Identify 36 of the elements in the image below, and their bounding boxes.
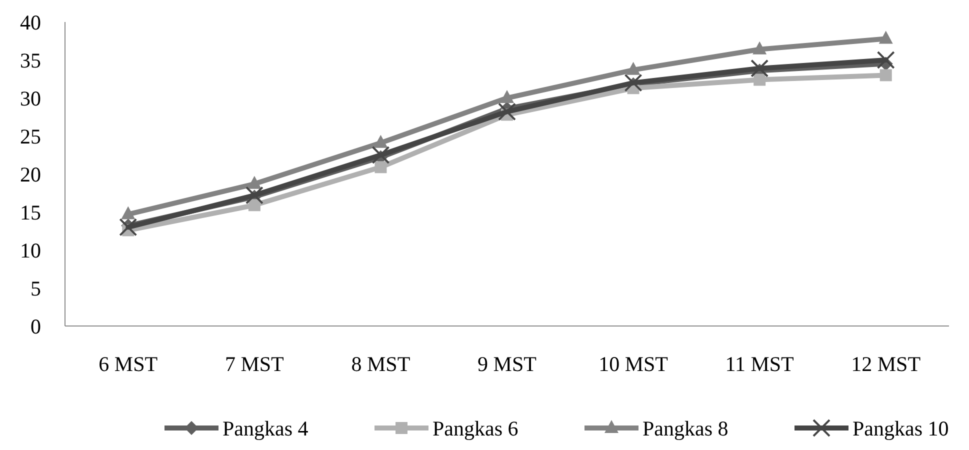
legend-label: Pangkas 8 — [642, 416, 728, 440]
point — [374, 134, 388, 148]
y-tick-label: 10 — [20, 238, 41, 262]
y-tick-label: 15 — [20, 200, 41, 224]
legend-label: Pangkas 6 — [432, 416, 518, 440]
point — [374, 161, 387, 174]
y-tick-label: 25 — [20, 124, 41, 148]
point — [752, 41, 767, 54]
point — [372, 146, 390, 164]
x-tick-label: 8 MST — [351, 352, 410, 376]
point — [880, 69, 892, 82]
legend-label: Pangkas 4 — [222, 416, 309, 440]
x-tick-label: 9 MST — [478, 352, 537, 376]
point — [245, 186, 264, 204]
y-tick-label: 35 — [20, 48, 41, 72]
x-tick-label: 10 MST — [598, 352, 668, 376]
point — [876, 51, 895, 69]
y-tick-label: 30 — [20, 86, 41, 110]
y-tick-label: 20 — [20, 162, 41, 186]
point — [248, 199, 260, 212]
y-tick-label: 40 — [20, 10, 41, 34]
point — [754, 74, 766, 86]
point — [624, 74, 642, 92]
point — [500, 90, 514, 103]
x-tick-label: 11 MST — [725, 352, 794, 376]
point — [626, 62, 640, 75]
point — [498, 102, 516, 121]
legend-label: Pangkas 10 — [852, 416, 949, 440]
x-tick-label: 12 MST — [851, 352, 921, 376]
y-tick-label: 0 — [30, 314, 41, 338]
point — [119, 218, 138, 236]
x-tick-label: 7 MST — [224, 352, 284, 376]
point — [750, 59, 769, 78]
point — [878, 30, 893, 44]
x-tick-label: 6 MST — [98, 352, 158, 376]
y-tick-label: 5 — [30, 276, 41, 300]
